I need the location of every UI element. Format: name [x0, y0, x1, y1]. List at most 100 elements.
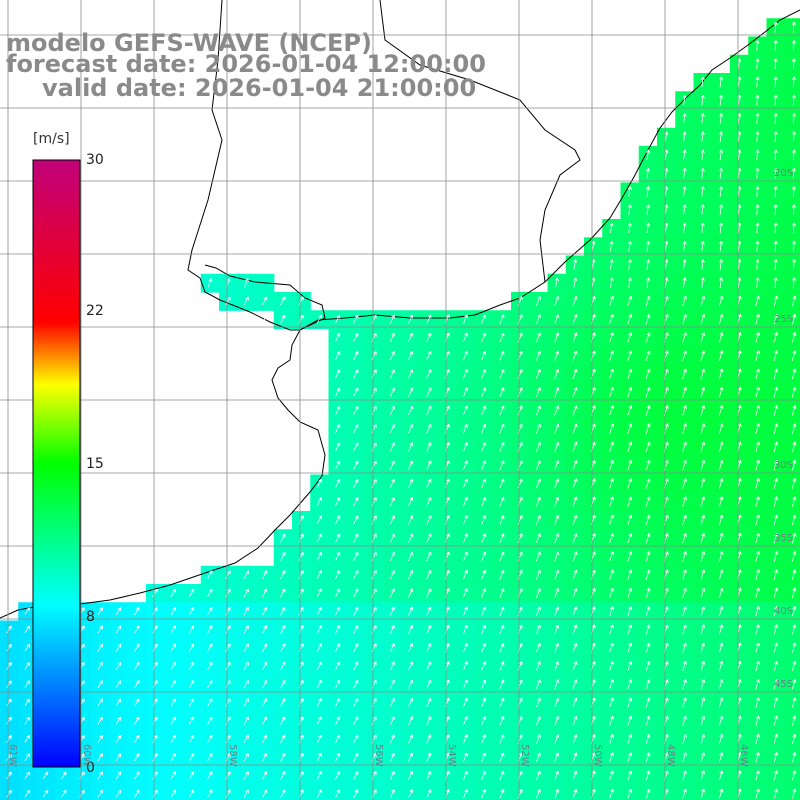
speed-cell: [219, 584, 238, 603]
wind-arrow: [700, 770, 706, 781]
wind-arrow: [481, 478, 487, 489]
speed-cell: [711, 328, 731, 348]
lat-label-40s: 40S: [774, 606, 794, 617]
speed-cell: [675, 748, 695, 768]
speed-cell: [164, 584, 184, 603]
lon-label-50w: 50W: [592, 744, 603, 767]
wind-arrow: [261, 296, 268, 306]
speed-cell: [693, 711, 713, 731]
speed-cell: [18, 693, 38, 713]
wind-arrow: [335, 625, 341, 634]
speed-cell: [766, 529, 786, 549]
speed-cell: [365, 346, 384, 366]
speed-cell: [292, 748, 311, 768]
wind-arrow: [682, 569, 687, 580]
wind-arrow: [462, 387, 468, 397]
wind-arrow: [24, 716, 30, 725]
wind-arrow: [682, 94, 687, 106]
wind-arrow: [645, 295, 651, 307]
speed-cell: [492, 365, 512, 384]
wind-arrow: [115, 607, 122, 616]
speed-cell: [511, 292, 530, 311]
wind-arrow: [426, 551, 432, 562]
wind-arrow: [645, 350, 651, 361]
speed-cell: [730, 547, 749, 567]
wind-arrow: [316, 606, 322, 616]
wind-arrow: [645, 642, 651, 653]
wind-arrow: [791, 277, 796, 289]
wind-arrow: [700, 733, 706, 744]
speed-cell: [529, 547, 549, 567]
wind-arrow: [280, 789, 286, 798]
speed-cell: [748, 127, 768, 147]
wind-arrow: [115, 716, 122, 725]
speed-cell: [310, 638, 330, 658]
speed-cell: [693, 529, 713, 549]
wind-arrow: [335, 752, 341, 762]
wind-arrow: [773, 277, 778, 289]
wind-arrow: [316, 679, 322, 689]
speed-cell: [711, 383, 731, 403]
speed-cell: [310, 547, 330, 567]
speed-cell: [346, 693, 366, 713]
wind-arrow: [481, 661, 487, 671]
speed-cell: [182, 620, 202, 640]
wind-arrow: [645, 478, 651, 489]
wind-arrow: [170, 789, 176, 798]
speed-cell: [200, 711, 220, 731]
wind-arrow: [627, 533, 633, 544]
speed-cell: [657, 547, 676, 567]
speed-cell: [456, 492, 476, 512]
speed-cell: [620, 438, 640, 457]
wind-arrow: [426, 478, 432, 489]
speed-cell: [784, 474, 800, 494]
speed-cell: [365, 492, 384, 512]
speed-cell: [237, 711, 257, 731]
wind-arrow: [280, 551, 286, 561]
speed-cell: [255, 657, 275, 676]
speed-cell: [492, 474, 512, 494]
colorbar-unit: [m/s]: [33, 131, 70, 147]
wind-arrow: [499, 734, 505, 744]
speed-cell: [620, 365, 640, 384]
wind-arrow: [792, 532, 797, 544]
wind-arrow: [316, 533, 322, 543]
wind-arrow: [645, 697, 651, 708]
wind-arrow: [755, 113, 760, 124]
speed-cell: [730, 766, 749, 786]
wind-arrow: [572, 387, 578, 398]
speed-cell: [292, 638, 311, 658]
speed-cell: [310, 675, 330, 695]
speed-cell: [784, 237, 800, 257]
speed-cell: [328, 438, 348, 457]
wind-arrow: [554, 368, 560, 379]
speed-cell: [748, 383, 768, 403]
wind-arrow: [97, 680, 103, 689]
wind-arrow: [207, 753, 213, 762]
wind-arrow: [316, 752, 322, 762]
wind-arrow: [24, 643, 30, 652]
speed-cell: [273, 638, 293, 658]
speed-cell: [638, 401, 658, 421]
wind-arrow: [700, 277, 705, 288]
lat-label-45s: 45S: [774, 679, 794, 690]
wind-arrow: [554, 587, 560, 598]
speed-cell: [565, 657, 585, 676]
speed-cell: [748, 511, 768, 530]
speed-cell: [419, 529, 439, 549]
speed-cell: [419, 346, 439, 366]
wind-arrow: [152, 607, 158, 616]
wind-arrow: [188, 789, 195, 798]
speed-cell: [547, 365, 567, 384]
speed-cell: [419, 328, 439, 348]
speed-cell: [401, 584, 421, 603]
speed-cell: [766, 73, 786, 92]
speed-cell: [693, 657, 713, 676]
wind-arrow: [170, 698, 176, 707]
wind-arrow: [353, 351, 359, 361]
speed-cell: [675, 492, 695, 512]
speed-cell: [657, 310, 676, 330]
speed-cell: [474, 310, 494, 330]
speed-cell: [675, 164, 695, 184]
wind-arrow: [462, 442, 468, 452]
